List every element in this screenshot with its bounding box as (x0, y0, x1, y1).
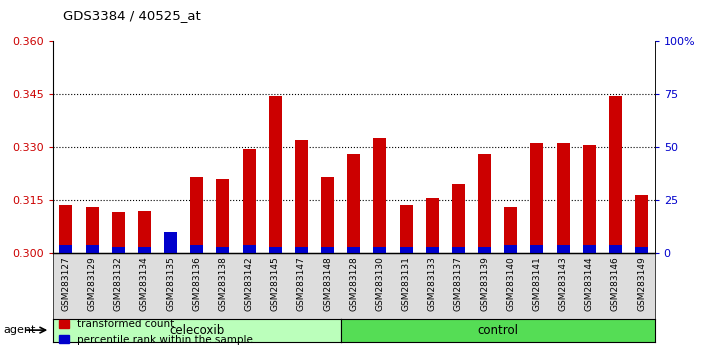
Bar (59, 245, 73, 253)
Bar (190, 245, 203, 253)
Bar (347, 247, 360, 253)
Bar (583, 245, 596, 253)
Bar (112, 212, 125, 253)
Bar (478, 247, 491, 253)
Bar (243, 149, 256, 253)
Bar (373, 138, 386, 253)
Bar (269, 247, 282, 253)
Bar (112, 247, 125, 253)
Text: celecoxib: celecoxib (169, 324, 225, 337)
Bar (504, 207, 517, 253)
Text: control: control (477, 324, 518, 337)
Bar (190, 177, 203, 253)
Bar (583, 145, 596, 253)
Bar (295, 140, 308, 253)
Bar (400, 247, 413, 253)
Bar (426, 198, 439, 253)
Bar (85, 207, 99, 253)
Bar (452, 184, 465, 253)
Bar (504, 245, 517, 253)
Bar (373, 247, 386, 253)
Bar (85, 245, 99, 253)
Bar (216, 247, 230, 253)
Bar (216, 179, 230, 253)
Bar (452, 247, 465, 253)
Bar (530, 245, 543, 253)
Bar (269, 96, 282, 253)
Bar (478, 154, 491, 253)
Bar (426, 247, 439, 253)
Bar (635, 195, 648, 253)
Bar (138, 211, 151, 253)
Bar (295, 247, 308, 253)
Legend: transformed count, percentile rank within the sample: transformed count, percentile rank withi… (54, 315, 258, 349)
Bar (530, 143, 543, 253)
Bar (635, 247, 648, 253)
Bar (321, 177, 334, 253)
Text: agent: agent (4, 325, 36, 335)
Bar (609, 245, 622, 253)
Bar (557, 245, 570, 253)
Bar (400, 205, 413, 253)
Bar (164, 232, 177, 253)
Bar (243, 245, 256, 253)
Bar (138, 247, 151, 253)
Bar (347, 154, 360, 253)
Bar (321, 247, 334, 253)
Text: GDS3384 / 40525_at: GDS3384 / 40525_at (63, 9, 201, 22)
Bar (557, 143, 570, 253)
Bar (164, 251, 177, 253)
Bar (59, 205, 73, 253)
Bar (609, 96, 622, 253)
